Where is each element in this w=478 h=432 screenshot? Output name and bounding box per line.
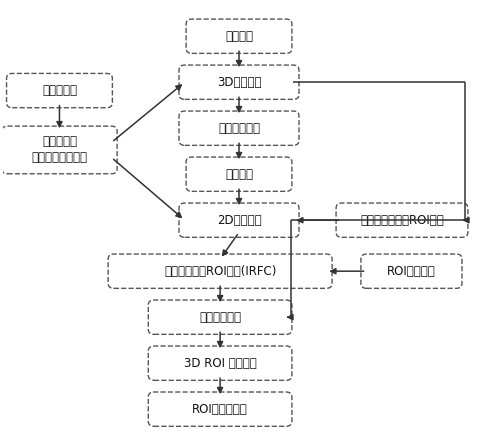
FancyBboxPatch shape: [361, 254, 462, 288]
Text: 基于灰度特征ROI分割(IRFC): 基于灰度特征ROI分割(IRFC): [164, 265, 276, 278]
Text: ROI先验特征: ROI先验特征: [387, 265, 436, 278]
FancyBboxPatch shape: [7, 73, 112, 108]
FancyBboxPatch shape: [336, 203, 468, 237]
Text: 信号分配器
（控制同步扫描）: 信号分配器 （控制同步扫描）: [32, 136, 87, 165]
Text: 3D成像单元: 3D成像单元: [217, 76, 261, 89]
Text: 配准变换: 配准变换: [225, 30, 253, 43]
Text: 目标深度信息: 目标深度信息: [218, 122, 260, 135]
FancyBboxPatch shape: [186, 157, 292, 191]
FancyBboxPatch shape: [108, 254, 332, 288]
Text: 脉冲编码器: 脉冲编码器: [42, 84, 77, 97]
FancyBboxPatch shape: [148, 392, 292, 426]
Text: 2D成像单元: 2D成像单元: [217, 214, 261, 227]
FancyBboxPatch shape: [2, 126, 117, 174]
FancyBboxPatch shape: [179, 203, 299, 237]
Text: 种子传递: 种子传递: [225, 168, 253, 181]
FancyBboxPatch shape: [179, 111, 299, 145]
Text: 基于深度特征的ROI定位: 基于深度特征的ROI定位: [360, 214, 444, 227]
FancyBboxPatch shape: [179, 65, 299, 99]
FancyBboxPatch shape: [148, 346, 292, 380]
FancyBboxPatch shape: [186, 19, 292, 54]
Text: ROI区三维重构: ROI区三维重构: [192, 403, 248, 416]
Text: 图像信息融合: 图像信息融合: [199, 311, 241, 324]
FancyBboxPatch shape: [148, 300, 292, 334]
Text: 3D ROI 特征分析: 3D ROI 特征分析: [184, 357, 257, 370]
